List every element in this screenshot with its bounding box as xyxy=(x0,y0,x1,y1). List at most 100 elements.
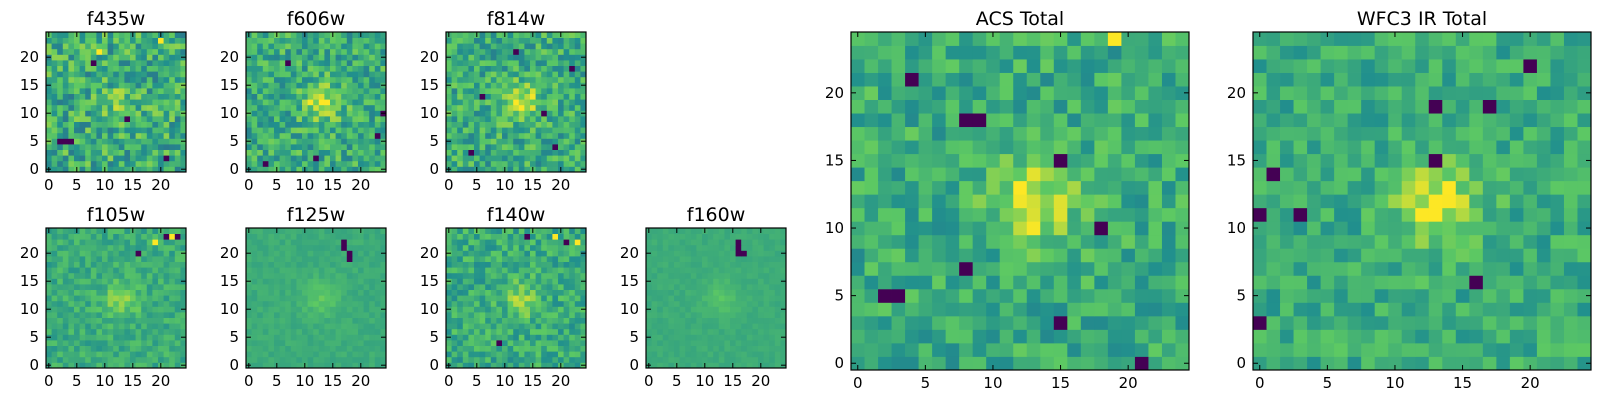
heatmap-cell xyxy=(352,104,359,111)
heatmap-cell xyxy=(524,261,531,268)
heatmap-cell xyxy=(107,132,114,139)
heatmap-cell xyxy=(945,153,960,168)
heatmap-cell xyxy=(1148,315,1163,330)
heatmap-cell xyxy=(135,239,142,246)
heatmap-cell xyxy=(74,340,80,346)
heatmap-cell xyxy=(180,32,187,38)
heatmap-cell xyxy=(90,76,97,83)
heatmap-cell xyxy=(158,261,164,268)
heatmap-cell xyxy=(96,228,103,234)
heatmap-cell xyxy=(702,300,708,307)
heatmap-cell xyxy=(651,289,658,296)
heatmap-cell xyxy=(363,76,370,83)
heatmap-cell xyxy=(302,306,308,313)
heatmap-cell xyxy=(341,272,348,279)
heatmap-cell xyxy=(518,362,525,369)
heatmap-cell xyxy=(724,362,731,369)
heatmap-cell xyxy=(558,256,564,262)
heatmap-cell xyxy=(502,267,508,274)
heatmap-cell xyxy=(135,356,142,363)
heatmap-cell xyxy=(85,306,92,313)
heatmap-cell xyxy=(51,99,58,106)
heatmap-cell xyxy=(380,121,387,128)
heatmap-cell xyxy=(96,284,103,290)
heatmap-cell xyxy=(307,244,314,251)
heatmap-cell xyxy=(535,43,542,50)
heatmap-cell xyxy=(535,289,542,296)
heatmap-cell xyxy=(546,345,553,352)
heatmap-cell xyxy=(124,312,131,318)
heatmap-cell xyxy=(96,76,103,83)
heatmap-cell xyxy=(651,278,658,285)
heatmap-cell xyxy=(479,65,486,72)
heatmap-cell xyxy=(330,244,336,251)
heatmap-cell xyxy=(374,160,381,167)
heatmap-cell xyxy=(130,65,136,72)
heatmap-cell xyxy=(352,317,359,324)
heatmap-cell xyxy=(707,261,714,268)
heatmap-cell xyxy=(696,306,703,313)
heatmap-cell xyxy=(118,71,125,78)
heatmap-cell xyxy=(85,149,92,156)
heatmap-cell xyxy=(46,127,52,134)
heatmap-cell xyxy=(507,261,514,268)
heatmap-cell xyxy=(546,289,553,296)
heatmap-cell xyxy=(124,110,131,117)
heatmap-cells xyxy=(46,228,187,369)
heatmap-cell xyxy=(1067,194,1082,209)
heatmap-cell xyxy=(90,82,97,89)
heatmap-cell xyxy=(169,334,176,341)
heatmap-cell xyxy=(763,228,770,234)
heatmap-cell xyxy=(169,233,176,240)
heatmap-cell xyxy=(296,48,303,55)
heatmap-cell xyxy=(972,207,987,222)
heatmap-cell xyxy=(524,340,531,346)
heatmap-cell xyxy=(90,233,97,240)
heatmap-cell xyxy=(358,43,364,50)
heatmap-cell xyxy=(918,194,933,209)
heatmap-cell xyxy=(302,88,308,94)
heatmap-cell xyxy=(118,155,125,162)
heatmap-cell xyxy=(485,334,492,341)
heatmap-cell xyxy=(346,233,353,240)
heatmap-cell xyxy=(307,267,314,274)
heatmap-cell xyxy=(496,356,503,363)
heatmap-cell xyxy=(580,328,587,335)
heatmap-cell xyxy=(932,234,947,249)
heatmap-cell xyxy=(352,328,359,335)
heatmap-cell xyxy=(769,267,776,274)
heatmap-cell xyxy=(285,104,292,111)
heatmap-cell xyxy=(262,284,269,290)
heatmap-cell xyxy=(502,328,508,335)
heatmap-cell xyxy=(318,54,325,61)
heatmap-cell xyxy=(285,121,292,128)
heatmap-cell xyxy=(474,317,480,324)
heatmap-cell xyxy=(496,99,503,106)
heatmap-cell xyxy=(369,166,376,173)
heatmap-cell xyxy=(118,88,125,94)
heatmap-cell xyxy=(558,323,564,330)
heatmap-cell xyxy=(113,244,120,251)
heatmap-cell xyxy=(302,155,308,162)
heatmap-cell xyxy=(174,323,181,330)
heatmap-cell xyxy=(451,300,458,307)
heatmap-cell xyxy=(474,160,480,167)
heatmap-cell xyxy=(341,88,348,94)
heatmap-cell xyxy=(257,239,264,246)
heatmap-cell xyxy=(905,342,919,357)
heatmap-cell xyxy=(758,345,764,352)
heatmap-cell xyxy=(563,60,570,66)
heatmap-cell xyxy=(569,351,576,358)
heatmap-cell xyxy=(330,71,336,78)
heatmap-cell xyxy=(446,65,452,72)
heatmap-cell xyxy=(780,239,787,246)
heatmap-cell xyxy=(905,167,919,182)
heatmap-cell xyxy=(68,43,75,50)
heatmap-cell xyxy=(352,362,359,369)
heatmap-cell xyxy=(474,155,480,162)
heatmap-cell xyxy=(174,60,181,66)
heatmap-cell xyxy=(569,149,576,156)
heatmap-cell xyxy=(468,88,475,94)
heatmap-cell xyxy=(352,60,359,66)
heatmap-cell xyxy=(1094,342,1109,357)
